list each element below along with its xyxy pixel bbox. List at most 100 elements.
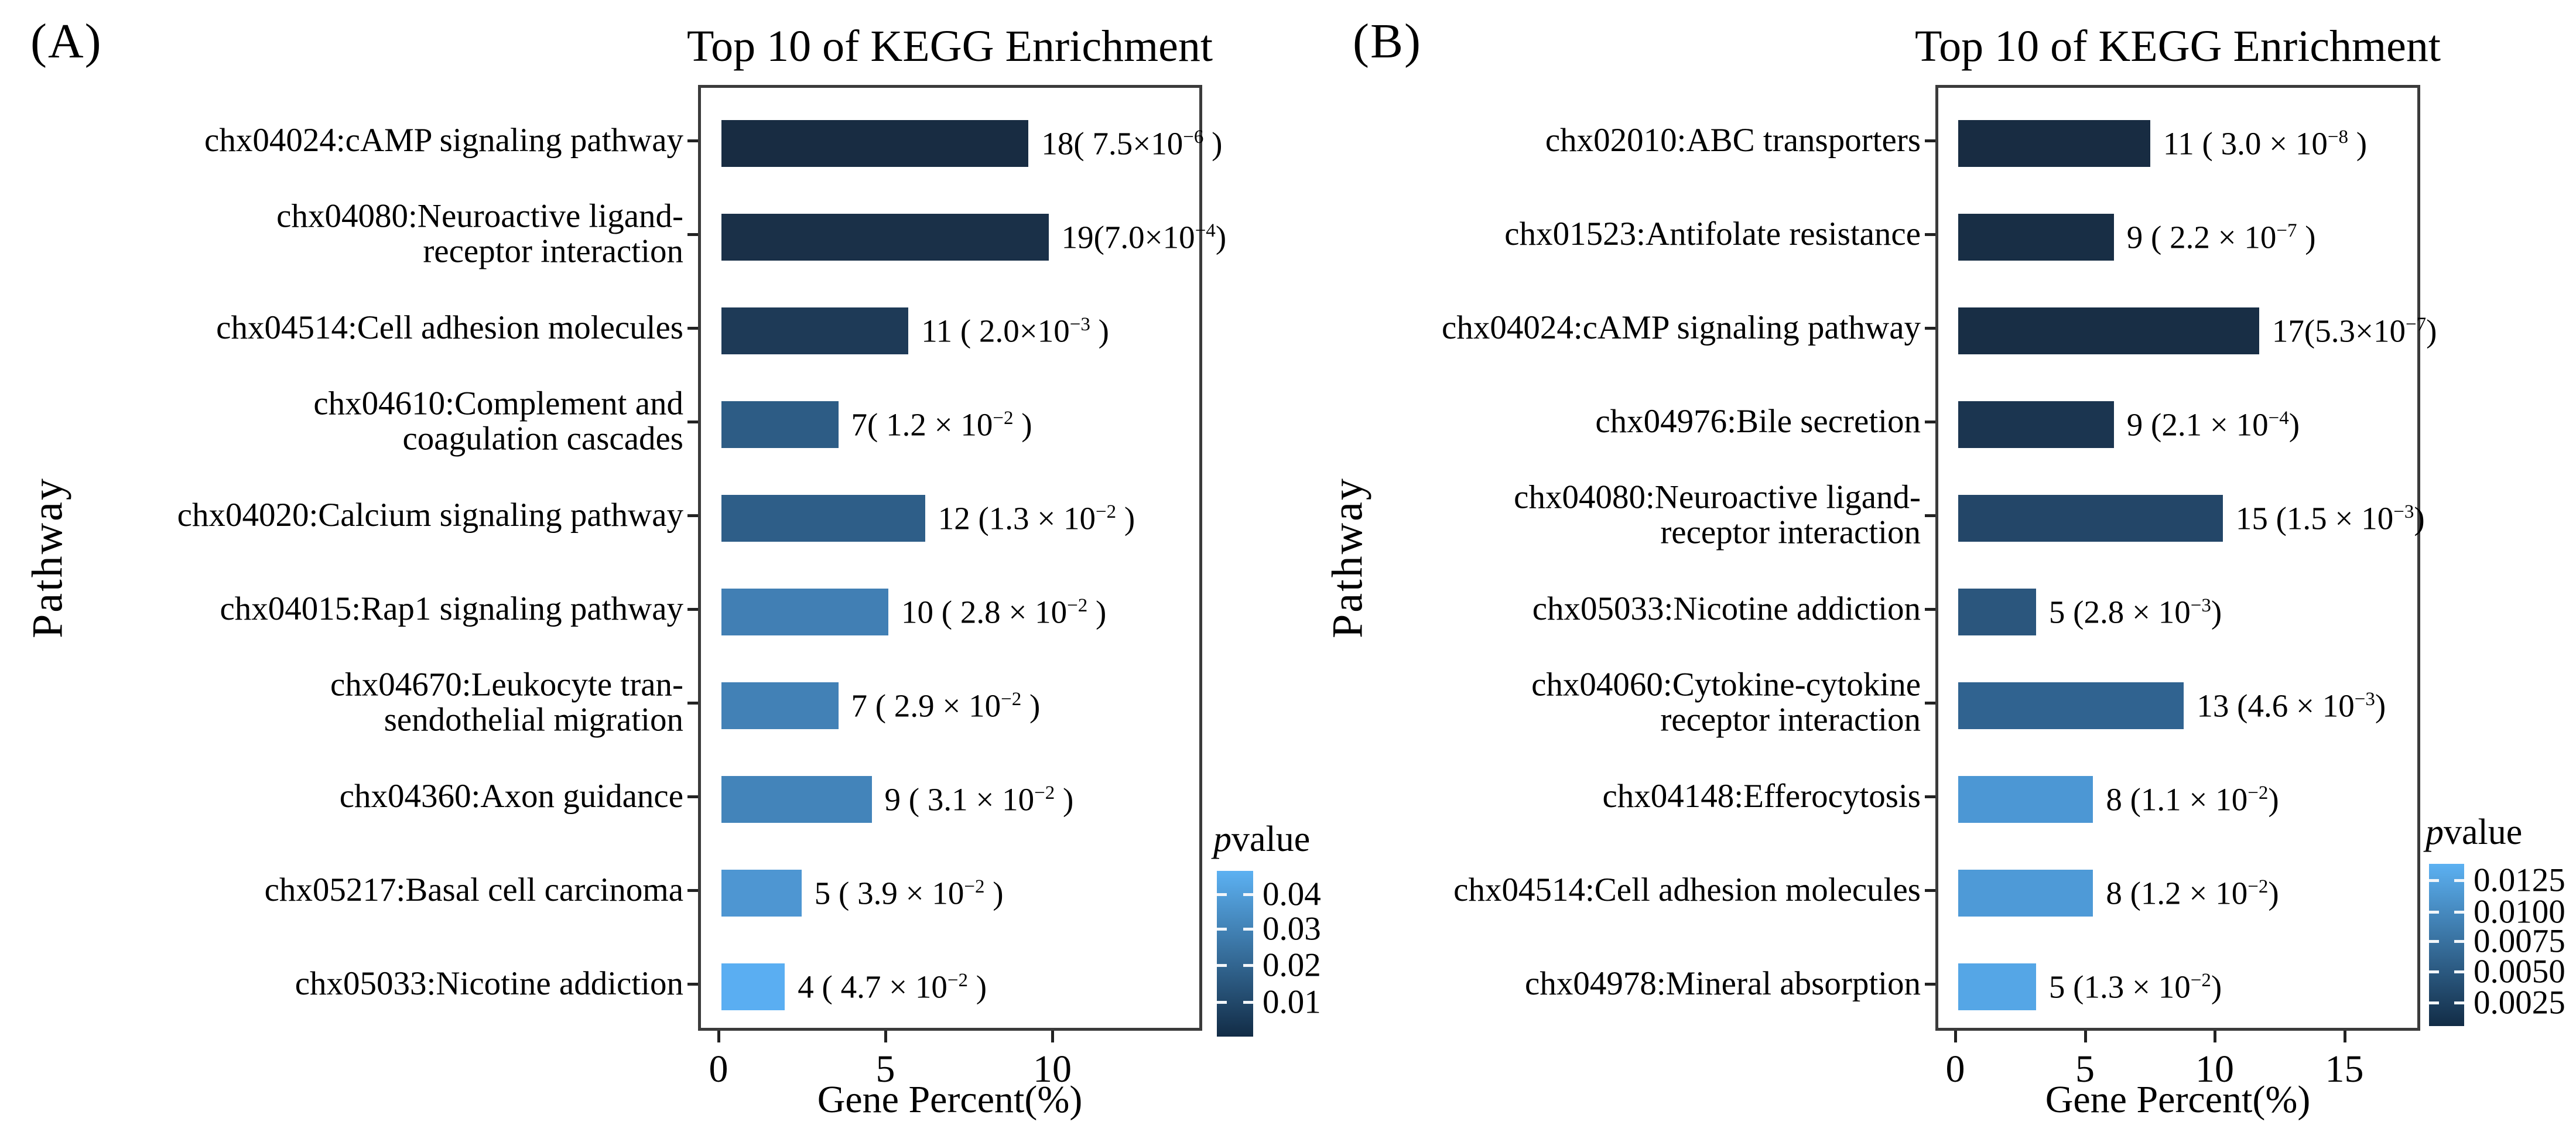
bar-value-label: 8 (1.1 × 10−2) [2106,781,2279,818]
pathway-tick-label: chx04024:cAMP signaling pathway [204,121,683,159]
pathway-bar [1958,870,2093,917]
pathway-tick-label: chx05033:Nicotine addiction [295,965,683,1002]
pathway-tick-label: chx04360:Axon guidance [339,777,683,815]
y-tick [1925,233,1935,236]
bar-value-label: 19(7.0×10−4) [1061,219,1227,255]
bar-value-label: 5 ( 3.9 × 10−2 ) [814,875,1004,911]
x-tick [1954,1031,1957,1042]
y-tick [687,233,698,236]
pathway-bar [721,214,1049,261]
pathway-bar [721,682,839,729]
y-tick [1925,795,1935,798]
pathway-tick-label: chx04080:Neuroactive ligand-receptor int… [276,197,683,270]
colorbar-tick [1217,964,1227,967]
pathway-bar [1958,401,2114,448]
pathway-tick-label: chx04976:Bile secretion [1595,402,1921,440]
bar-value-label: 9 ( 3.1 × 10−2 ) [884,781,1074,818]
y-tick [1925,139,1935,142]
pathway-tick-label: chx04978:Mineral absorption [1525,965,1921,1002]
colorbar-tick [2454,970,2464,973]
y-tick [1925,327,1935,330]
colorbar-tick [1217,893,1227,896]
bar-value-label: 7 ( 2.9 × 10−2 ) [851,688,1041,724]
pathway-bar [721,120,1028,167]
pathway-bar [721,401,839,448]
colorbar-tick-label: 0.0125 [2474,861,2565,899]
colorbar-tick-label: 0.0025 [2474,984,2565,1021]
bar-value-label: 9 ( 2.2 × 10−7 ) [2126,219,2316,255]
pathway-tick-label: chx04060:Cytokine-cytokine receptor inter… [1531,666,1921,739]
panel-a-x-axis-title: Gene Percent(%) [817,1078,1083,1121]
colorbar-tick-label: 0.03 [1263,910,1321,948]
colorbar-tick [2429,911,2439,914]
x-tick-label: 15 [2325,1048,2364,1090]
panel-b-legend-title: pvalue [2426,812,2523,852]
colorbar-tick [2454,879,2464,882]
x-tick [1051,1031,1054,1042]
bar-value-label: 17(5.3×10−7) [2271,313,2437,349]
y-tick [1925,514,1935,517]
pathway-bar [1958,682,2184,729]
colorbar-tick-label: 0.0050 [2474,953,2565,990]
pathway-bar [1958,776,2093,823]
panel-letter-b: (B) [1353,14,1422,69]
pathway-tick-label: chx05033:Nicotine addiction [1532,590,1921,627]
pathway-tick-label: chx02010:ABC transporters [1545,121,1921,159]
x-tick [884,1031,887,1042]
bar-value-label: 7( 1.2 × 10−2 ) [851,406,1032,443]
colorbar-tick [1243,964,1253,967]
x-tick-label: 5 [875,1048,895,1090]
colorbar-tick-label: 0.02 [1263,946,1321,984]
x-tick-label: 10 [1033,1048,1072,1090]
pathway-bar [721,589,888,635]
panel-a-legend-title: pvalue [1213,819,1311,859]
pathway-tick-label: chx04080:Neuroactive ligand-receptor int… [1514,478,1921,551]
pathway-bar [721,776,872,823]
colorbar-tick [1243,1001,1253,1004]
panel-a-title: Top 10 of KEGG Enrichment [686,22,1213,71]
pathway-bar [721,495,925,542]
pathway-tick-label: chx01523:Antifolate resistance [1504,215,1921,252]
colorbar-tick [1217,928,1227,931]
pathway-bar [721,963,785,1010]
y-tick [687,702,698,705]
panel-b-x-axis-title: Gene Percent(%) [2045,1078,2311,1121]
colorbar-tick [1217,1001,1227,1004]
bar-value-label: 10 ( 2.8 × 10−2 ) [901,594,1107,630]
y-tick [1925,702,1935,705]
pathway-tick-label: chx05217:Basal cell carcinoma [264,871,683,908]
y-tick [1925,608,1935,611]
colorbar-tick [2429,940,2439,943]
colorbar-tick [2454,1001,2464,1004]
bar-value-label: 4 ( 4.7 × 10−2 ) [798,969,987,1005]
panel-a-pvalue-colorbar [1217,871,1253,1037]
bar-value-label: 13 (4.6 × 10−3) [2197,688,2386,724]
x-tick-label: 0 [709,1048,728,1090]
bar-value-label: 11 ( 2.0×10−3 ) [921,313,1109,349]
pathway-bar [721,307,908,354]
colorbar-tick [2429,879,2439,882]
colorbar-tick-label: 0.01 [1263,983,1321,1021]
bar-value-label: 8 (1.2 × 10−2) [2106,875,2279,911]
panel-a-plot-area: 18( 7.5×10−6 ) 19(7.0×10−4) 11 ( 2.0×10−3 … [698,85,1226,1031]
bar-value-label: 11 ( 3.0 × 10−8 ) [2163,125,2368,162]
y-tick [687,327,698,330]
y-tick [687,983,698,986]
y-tick [687,514,698,517]
pathway-bar [1958,307,2259,354]
pathway-tick-label: chx04670:Leukocyte tran-sendothelial mig… [330,666,683,739]
colorbar-tick-label: 0.0075 [2474,922,2565,960]
pathway-bar [1958,963,2036,1010]
colorbar-tick [2454,911,2464,914]
pathway-bar [1958,589,2036,635]
y-tick [687,889,698,892]
pathway-bar [1958,120,2150,167]
panel-letter-a: (A) [30,14,102,69]
colorbar-tick [1243,928,1253,931]
panel-b-title: Top 10 of KEGG Enrichment [1914,22,2441,71]
bar-value-label: 9 (2.1 × 10−4) [2126,406,2300,443]
y-tick [1925,421,1935,423]
colorbar-tick [2429,1001,2439,1004]
y-tick [1925,983,1935,986]
